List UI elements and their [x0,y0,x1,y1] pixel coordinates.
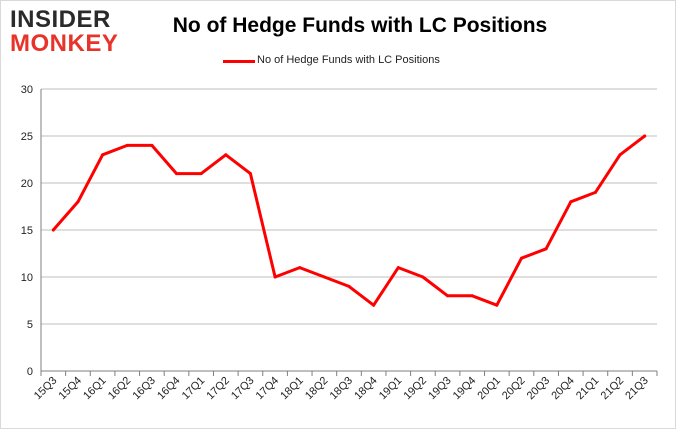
data-point [76,200,80,204]
y-tick-label: 30 [21,84,33,96]
x-tick-label: 21Q1 [574,375,602,403]
insider-monkey-logo: INSIDER MONKEY [10,8,128,56]
x-tick-label: 17Q3 [229,375,257,403]
data-point [643,134,647,138]
series-line-0 [51,134,647,307]
x-tick-label: 18Q3 [328,375,356,403]
data-point [248,172,252,176]
x-tick-label: 21Q2 [599,375,627,403]
chart-title: No of Hedge Funds with LC Positions [172,14,548,37]
x-tick-label: 19Q3 [426,375,454,403]
data-point [544,247,548,251]
y-tick-label: 25 [21,131,33,143]
x-tick-label: 19Q4 [451,375,479,403]
data-point [175,172,179,176]
data-point [421,275,425,279]
y-tick-label: 10 [21,272,33,284]
legend-swatch [223,60,255,63]
x-tick-label: 17Q4 [254,375,282,403]
x-tick-label: 18Q2 [303,375,331,403]
data-point [347,284,351,288]
x-tick-label: 20Q3 [525,375,553,403]
data-point [224,153,228,157]
data-point [125,143,129,147]
y-tick-label: 20 [21,178,33,190]
x-tick-label: 17Q1 [180,375,208,403]
x-tick-label: 20Q4 [549,375,577,403]
data-point [618,153,622,157]
data-point [495,303,499,307]
x-tick-label: 15Q4 [57,375,85,403]
x-tick-label: 16Q3 [130,375,158,403]
x-tick-label: 16Q1 [81,375,109,403]
x-tick-label: 16Q4 [155,375,183,403]
y-tick-label: 0 [27,366,33,378]
x-tick-label: 18Q1 [278,375,306,403]
data-point [569,200,573,204]
data-point [322,275,326,279]
logo-line-2: MONKEY [10,30,119,57]
data-point [199,172,203,176]
x-tick-label: 18Q4 [352,375,380,403]
data-point [51,228,55,232]
x-tick-label: 17Q2 [204,375,232,403]
data-point [519,256,523,260]
y-tick-label: 5 [27,319,33,331]
x-tick-label: 20Q2 [500,375,528,403]
data-point [446,294,450,298]
data-point [396,266,400,270]
data-point [101,153,105,157]
x-tick-label: 19Q1 [377,375,405,403]
y-tick-label: 15 [21,225,33,237]
logo-line-1: INSIDER [10,6,111,33]
data-point [273,275,277,279]
legend-label: No of Hedge Funds with LC Positions [257,54,440,66]
x-tick-label: 20Q1 [475,375,503,403]
data-point [470,294,474,298]
x-tick-label: 21Q3 [623,375,651,403]
data-point [372,303,376,307]
data-point [298,266,302,270]
x-tick-label: 16Q2 [106,375,134,403]
x-tick-label: 15Q3 [32,375,60,403]
data-point [150,143,154,147]
x-tick-label: 19Q2 [402,375,430,403]
data-point [593,190,597,194]
